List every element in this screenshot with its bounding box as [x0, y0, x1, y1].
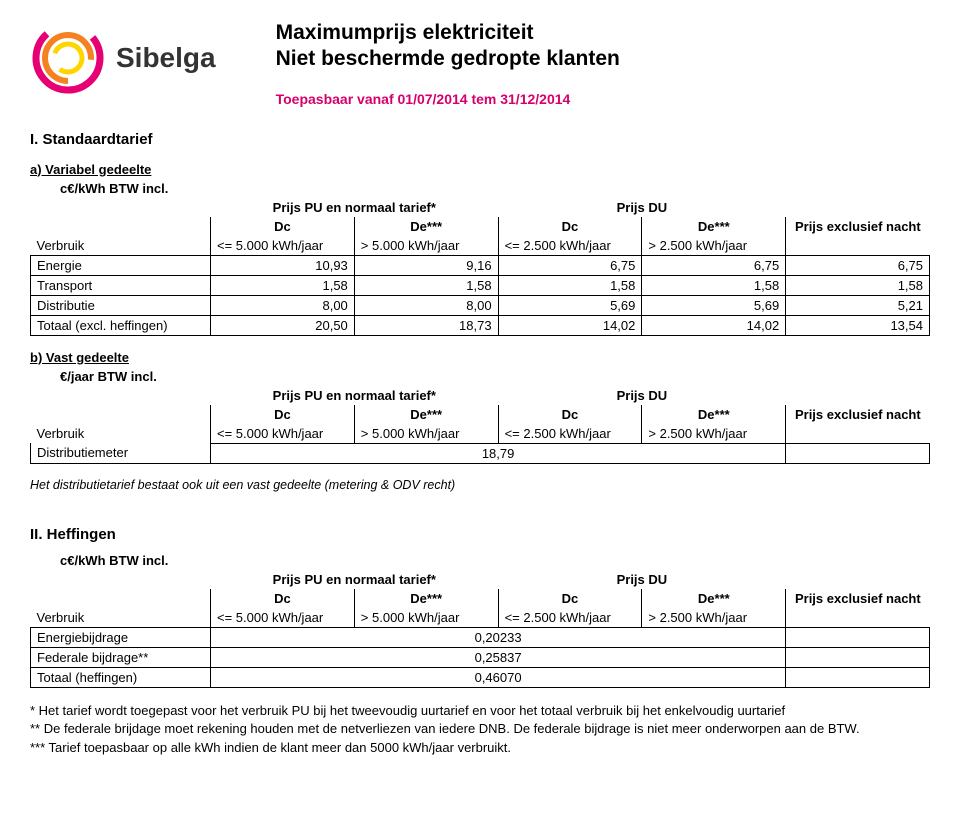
cons-a1: <= 5.000 kWh/jaar [211, 236, 355, 256]
hdr-dc-1: Dc [211, 217, 355, 236]
title-block: Maximumprijs elektriciteit Niet bescherm… [276, 20, 620, 107]
cons-a2: > 5.000 kWh/jaar [354, 236, 498, 256]
hdr-du: Prijs DU [498, 198, 786, 217]
table-row: Energiebijdrage0,20233 [31, 627, 930, 647]
hdr-pu: Prijs PU en normaal tarief* [211, 198, 499, 217]
cell: 9,16 [354, 255, 498, 275]
row-label: Transport [31, 275, 211, 295]
cell: 6,75 [786, 255, 930, 275]
table-row: Energie10,939,166,756,756,75 [31, 255, 930, 275]
unit-year-b: €/jaar BTW incl. [60, 369, 930, 384]
hdr-dc-b1: Dc [211, 405, 355, 424]
cell: 10,93 [211, 255, 355, 275]
row-label: Federale bijdrage** [31, 647, 211, 667]
cons-c1: <= 5.000 kWh/jaar [211, 608, 355, 628]
verbruik-label-b: Verbruik [31, 424, 211, 444]
cons-c4: > 2.500 kWh/jaar [642, 608, 786, 628]
cell: 8,00 [354, 295, 498, 315]
cons-b2: > 5.000 kWh/jaar [354, 424, 498, 444]
cell: 1,58 [498, 275, 642, 295]
hdr-du-b: Prijs DU [498, 386, 786, 405]
cons-c2: > 5.000 kWh/jaar [354, 608, 498, 628]
table-row: Federale bijdrage**0,25837 [31, 647, 930, 667]
tableB-value: 18,79 [211, 443, 786, 463]
header: Sibelga Maximumprijs elektriciteit Niet … [30, 20, 930, 107]
section-2-heading: II. Heffingen [30, 526, 930, 543]
cons-b4: > 2.500 kWh/jaar [642, 424, 786, 444]
cell: 5,21 [786, 295, 930, 315]
hdr-night-c: Prijs exclusief nacht [786, 570, 930, 628]
footnotes: * Het tarief wordt toegepast voor het ve… [30, 702, 930, 759]
row-label: Totaal (excl. heffingen) [31, 315, 211, 335]
cell: 5,69 [498, 295, 642, 315]
cell: 14,02 [642, 315, 786, 335]
row-label: Distributie [31, 295, 211, 315]
company-name: Sibelga [116, 42, 216, 74]
logo: Sibelga [30, 20, 216, 96]
cell: 0,46070 [211, 667, 786, 687]
hdr-de-c1: De*** [354, 589, 498, 608]
cell: 1,58 [211, 275, 355, 295]
hdr-night: Prijs exclusief nacht [786, 198, 930, 256]
cell: 1,58 [642, 275, 786, 295]
cell: 6,75 [498, 255, 642, 275]
hdr-pu-c: Prijs PU en normaal tarief* [211, 570, 499, 589]
cell: 5,69 [642, 295, 786, 315]
row-label: Energie [31, 255, 211, 275]
row-label: Energiebijdrage [31, 627, 211, 647]
hdr-de-c2: De*** [642, 589, 786, 608]
title-line-2: Niet beschermde gedropte klanten [276, 46, 620, 72]
footnote-1: * Het tarief wordt toegepast voor het ve… [30, 702, 930, 721]
unit-ckwh-c: c€/kWh BTW incl. [60, 553, 930, 568]
sub-b-heading: b) Vast gedeelte [30, 350, 930, 365]
footnote-2: ** De federale brijdage moet rekening ho… [30, 720, 930, 739]
unit-ckwh-a: c€/kWh BTW incl. [60, 181, 930, 196]
hdr-dc-2: Dc [498, 217, 642, 236]
hdr-dc-b2: Dc [498, 405, 642, 424]
cell: 0,25837 [211, 647, 786, 667]
cell: 0,20233 [211, 627, 786, 647]
table-row: Distributie8,008,005,695,695,21 [31, 295, 930, 315]
table-a: Prijs PU en normaal tarief* Prijs DU Pri… [30, 198, 930, 336]
cons-b1: <= 5.000 kWh/jaar [211, 424, 355, 444]
applicable-period: Toepasbaar vanaf 01/07/2014 tem 31/12/20… [276, 91, 620, 107]
hdr-de-b2: De*** [642, 405, 786, 424]
row-label: Totaal (heffingen) [31, 667, 211, 687]
cons-b3: <= 2.500 kWh/jaar [498, 424, 642, 444]
section-1-heading: I. Standaardtarief [30, 131, 930, 148]
cell: 20,50 [211, 315, 355, 335]
cell: 1,58 [786, 275, 930, 295]
hdr-dc-c2: Dc [498, 589, 642, 608]
table-row: Totaal (heffingen)0,46070 [31, 667, 930, 687]
verbruik-label-a: Verbruik [31, 236, 211, 256]
hdr-de-1: De*** [354, 217, 498, 236]
hdr-dc-c1: Dc [211, 589, 355, 608]
table-c: Prijs PU en normaal tarief* Prijs DU Pri… [30, 570, 930, 688]
table-row: Transport1,581,581,581,581,58 [31, 275, 930, 295]
cons-a4: > 2.500 kWh/jaar [642, 236, 786, 256]
cell: 1,58 [354, 275, 498, 295]
tableB-label: Distributiemeter [31, 443, 211, 463]
note-b: Het distributietarief bestaat ook uit ee… [30, 478, 930, 492]
hdr-night-b: Prijs exclusief nacht [786, 386, 930, 444]
hdr-du-c: Prijs DU [498, 570, 786, 589]
sub-a-heading: a) Variabel gedeelte [30, 162, 930, 177]
footnote-3: *** Tarief toepasbaar op alle kWh indien… [30, 739, 930, 758]
cell: 6,75 [642, 255, 786, 275]
hdr-de-b1: De*** [354, 405, 498, 424]
table-b: Prijs PU en normaal tarief* Prijs DU Pri… [30, 386, 930, 464]
verbruik-label-c: Verbruik [31, 608, 211, 628]
table-row: Totaal (excl. heffingen)20,5018,7314,021… [31, 315, 930, 335]
cell: 14,02 [498, 315, 642, 335]
cell: 8,00 [211, 295, 355, 315]
cell: 13,54 [786, 315, 930, 335]
logo-icon [30, 20, 106, 96]
cons-a3: <= 2.500 kWh/jaar [498, 236, 642, 256]
hdr-de-2: De*** [642, 217, 786, 236]
hdr-pu-b: Prijs PU en normaal tarief* [211, 386, 499, 405]
cell: 18,73 [354, 315, 498, 335]
title-line-1: Maximumprijs elektriciteit [276, 20, 620, 46]
cons-c3: <= 2.500 kWh/jaar [498, 608, 642, 628]
